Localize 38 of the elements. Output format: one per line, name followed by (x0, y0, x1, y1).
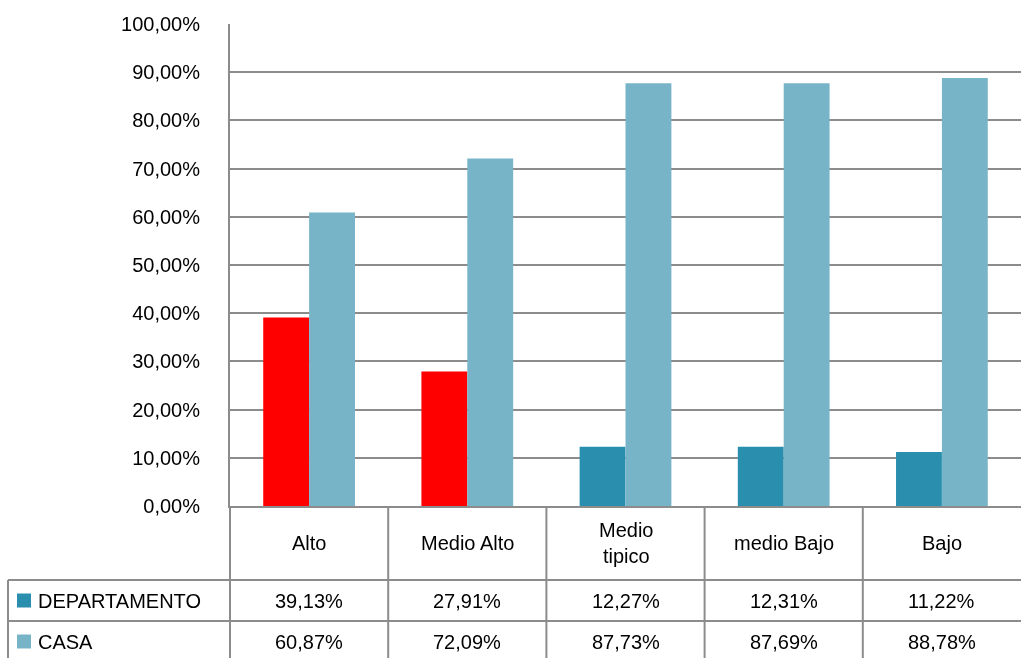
x-tick-label: Bajo (922, 532, 963, 554)
data-label: 11,22% (908, 590, 975, 612)
bar (309, 212, 355, 506)
bar (579, 446, 626, 506)
y-tick-label: 10,00% (132, 446, 201, 469)
data-label: 88,78% (908, 631, 977, 653)
bar (896, 451, 942, 506)
x-tick-label: Medio Alto (421, 532, 515, 554)
y-tick-label: 60,00% (132, 205, 201, 228)
data-label: 60,87% (275, 631, 344, 653)
y-tick-label: 30,00% (132, 350, 201, 373)
y-tick-label: 100,00% (121, 13, 201, 35)
y-tick-label: 90,00% (132, 61, 201, 84)
y-tick-label: 50,00% (132, 254, 201, 276)
data-label: 87,73% (592, 631, 661, 653)
x-tick-label: Medio tipico (599, 519, 654, 567)
bar (783, 83, 830, 506)
data-label: 12,27% (592, 590, 661, 612)
data-label: 12,31% (750, 590, 819, 612)
x-tick-label: medio Bajo (734, 532, 835, 554)
x-tick-label: Alto (292, 532, 327, 554)
bar (941, 78, 988, 506)
bar (467, 158, 514, 506)
bar (421, 371, 468, 506)
data-label: 27,91% (433, 590, 502, 612)
bar (263, 317, 310, 506)
bar (737, 446, 784, 506)
data-label: 39,13% (275, 590, 344, 612)
y-tick-label: 20,00% (132, 398, 201, 421)
data-label: 72,09% (433, 631, 502, 653)
y-tick-label: 0,00% (143, 495, 201, 517)
data-label: 87,69% (750, 631, 819, 653)
y-tick-label: 80,00% (132, 109, 201, 132)
legend-label: DEPARTAMENTO (38, 590, 201, 612)
bar (625, 83, 672, 506)
y-tick-label: 70,00% (132, 157, 201, 180)
legend-label: CASA (38, 631, 94, 653)
y-tick-label: 40,00% (132, 302, 201, 325)
